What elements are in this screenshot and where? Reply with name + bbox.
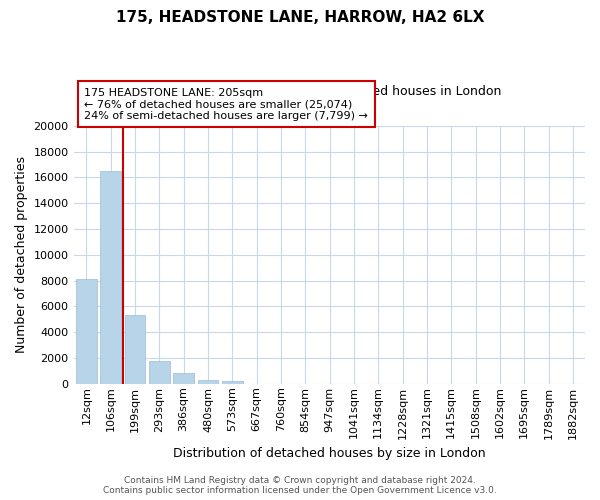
Bar xyxy=(197,380,218,384)
X-axis label: Distribution of detached houses by size in London: Distribution of detached houses by size … xyxy=(173,447,486,460)
Bar xyxy=(222,380,242,384)
Bar xyxy=(149,360,170,384)
Text: 175 HEADSTONE LANE: 205sqm
← 76% of detached houses are smaller (25,074)
24% of : 175 HEADSTONE LANE: 205sqm ← 76% of deta… xyxy=(85,88,368,120)
Title: Size of property relative to detached houses in London: Size of property relative to detached ho… xyxy=(158,86,502,98)
Y-axis label: Number of detached properties: Number of detached properties xyxy=(15,156,28,354)
Text: 175, HEADSTONE LANE, HARROW, HA2 6LX: 175, HEADSTONE LANE, HARROW, HA2 6LX xyxy=(116,10,484,25)
Bar xyxy=(100,171,121,384)
Bar xyxy=(125,316,145,384)
Text: Contains HM Land Registry data © Crown copyright and database right 2024.
Contai: Contains HM Land Registry data © Crown c… xyxy=(103,476,497,495)
Bar xyxy=(76,280,97,384)
Bar xyxy=(173,374,194,384)
